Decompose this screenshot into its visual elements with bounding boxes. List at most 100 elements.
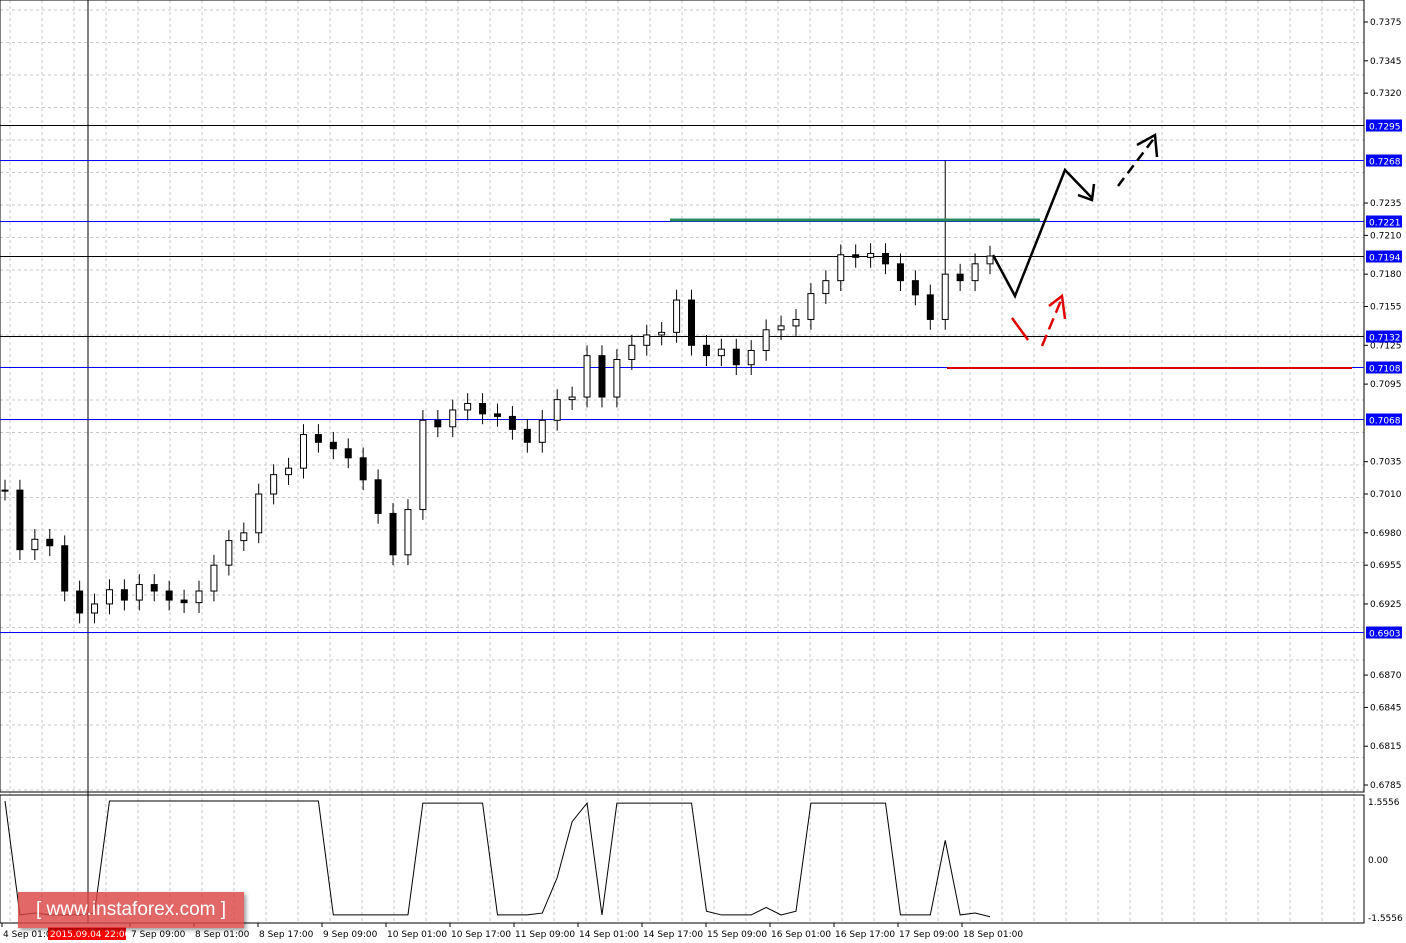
price-tick-label: 0.6980	[1370, 529, 1402, 539]
level-label: 0.7295	[1369, 123, 1401, 133]
candle-body	[732, 348, 740, 366]
candle-body	[717, 348, 725, 357]
price-tick-label: 0.7210	[1370, 231, 1402, 241]
candle-body	[822, 280, 830, 295]
price-tick-label: 0.7095	[1370, 380, 1402, 390]
candle-body	[673, 299, 681, 333]
indicator-tick-label: 0.00	[1368, 856, 1388, 866]
candle-body	[105, 589, 113, 605]
candle-body	[299, 434, 307, 469]
candle-body	[419, 419, 427, 511]
candle-body	[523, 428, 531, 443]
candle-body	[359, 457, 367, 481]
candle-body	[255, 493, 263, 534]
price-tick-label: 0.6845	[1370, 703, 1402, 713]
level-label-bg	[1366, 154, 1402, 167]
time-tick-label: 10 Sep 01:00	[387, 930, 447, 940]
price-tick-label: 0.7180	[1370, 270, 1402, 280]
indicator-line	[4, 800, 991, 918]
indicator-tick-label: -1.5556	[1368, 914, 1403, 924]
price-tick-label: 0.7375	[1370, 18, 1402, 28]
candle-body	[270, 474, 278, 495]
price-tick-label: 0.6925	[1370, 600, 1402, 610]
candle-body	[926, 294, 934, 320]
candle-body	[896, 263, 904, 282]
level-label: 0.7132	[1369, 334, 1401, 344]
level-label: 0.7194	[1369, 254, 1401, 264]
candle-body	[91, 603, 99, 614]
forecast-path-arrow	[991, 167, 1093, 299]
candle-body	[777, 325, 785, 331]
arrow-head	[1048, 293, 1067, 320]
time-tick-label: 9 Sep 09:00	[323, 930, 378, 940]
level-label-bg	[1366, 361, 1402, 374]
candle-body	[150, 584, 158, 592]
price-tick-label: 0.7320	[1370, 89, 1402, 99]
time-tick-label: 14 Sep 01:00	[579, 930, 639, 940]
candle-body	[792, 318, 800, 327]
instaforex-watermark: [ www.instaforex.com ]	[18, 892, 244, 928]
time-tick-label: 14 Sep 17:00	[643, 930, 703, 940]
time-tick-label: 15 Sep 09:00	[707, 930, 767, 940]
cursor-time-bg	[48, 927, 126, 940]
price-tick-label: 0.6785	[1370, 781, 1402, 791]
candle-body	[508, 415, 516, 430]
candle-body	[434, 419, 442, 428]
time-tick-label: 7 Sep 09:00	[131, 930, 186, 940]
candle-body	[807, 293, 815, 320]
candle-body	[852, 254, 860, 258]
time-tick-label: 18 Sep 01:00	[963, 930, 1023, 940]
time-tick-label: 8 Sep 17:00	[259, 930, 314, 940]
price-tick-label: 0.6815	[1370, 742, 1402, 752]
alt-path-red	[1010, 317, 1030, 341]
candle-body	[285, 467, 293, 476]
candle-body	[479, 403, 487, 415]
candle-body	[762, 329, 770, 351]
time-tick-label: 16 Sep 17:00	[835, 930, 895, 940]
candle-body	[538, 419, 546, 443]
indicator-panel-border	[0, 794, 1365, 924]
candle-body	[837, 254, 845, 282]
candle-body	[941, 273, 949, 320]
time-tick-label: 16 Sep 01:00	[771, 930, 831, 940]
candle-body	[628, 344, 636, 361]
price-tick-label: 0.7035	[1370, 458, 1402, 468]
candle-body	[971, 263, 979, 282]
level-label: 0.6903	[1369, 630, 1401, 640]
price-tick-label: 0.6955	[1370, 561, 1402, 571]
cursor-time-label: 2015.09.04 22:00	[50, 930, 131, 940]
candle-body	[613, 359, 621, 398]
candle-body	[1, 489, 9, 492]
candle-body	[344, 448, 352, 459]
arrow-head	[1077, 183, 1096, 202]
candle-body	[464, 403, 472, 411]
candle-body	[867, 252, 875, 258]
candle-body	[643, 334, 651, 346]
level-label-bg	[1366, 626, 1402, 639]
candle-body	[195, 590, 203, 604]
candle-body	[374, 479, 382, 514]
price-tick-label: 0.7010	[1370, 490, 1402, 500]
candle-body	[658, 331, 666, 336]
candle-body	[882, 252, 890, 265]
time-tick-label: 10 Sep 17:00	[451, 930, 511, 940]
level-label-bg	[1366, 119, 1402, 132]
candle-body	[688, 299, 696, 346]
indicator-tick-label: 1.5556	[1368, 798, 1400, 808]
price-panel-border	[0, 0, 1365, 793]
candle-body	[240, 532, 248, 542]
price-tick-label: 0.7235	[1370, 199, 1402, 209]
level-label-bg	[1366, 215, 1402, 228]
candle-body	[583, 355, 591, 398]
candle-body	[225, 540, 233, 566]
time-tick-label: 4 Sep 01:00	[3, 930, 58, 940]
alt-path-red-arrow	[1040, 297, 1064, 347]
time-tick-label: 11 Sep 09:00	[515, 930, 575, 940]
candle-body	[165, 590, 173, 601]
watermark-text: [ www.instaforex.com ]	[35, 899, 227, 920]
time-tick-label: 17 Sep 09:00	[899, 930, 959, 940]
candle-body	[16, 489, 24, 551]
candle-body	[986, 255, 994, 265]
